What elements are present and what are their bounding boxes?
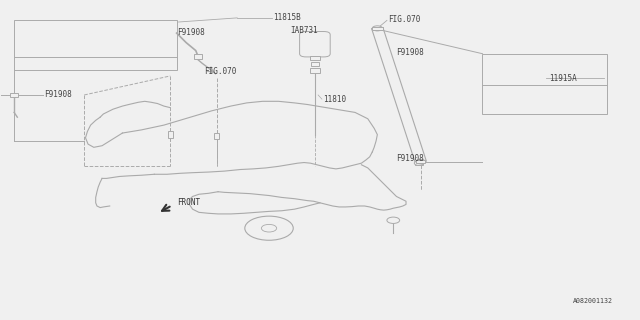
- Bar: [372, 27, 383, 30]
- Circle shape: [416, 159, 425, 164]
- Bar: [214, 133, 220, 139]
- Text: IAB731: IAB731: [290, 26, 318, 35]
- Text: F91908: F91908: [396, 48, 424, 57]
- Bar: [311, 62, 319, 66]
- Bar: [310, 56, 320, 60]
- Text: F91908: F91908: [396, 154, 424, 163]
- Text: 11915A: 11915A: [549, 74, 577, 83]
- Text: A082001132: A082001132: [573, 298, 613, 304]
- Bar: [193, 54, 202, 60]
- Bar: [10, 93, 18, 97]
- Bar: [415, 161, 423, 165]
- Circle shape: [414, 161, 423, 165]
- Circle shape: [245, 216, 293, 240]
- Circle shape: [387, 217, 399, 223]
- Bar: [416, 160, 425, 163]
- Text: FIG.070: FIG.070: [388, 15, 420, 24]
- Text: FIG.070: FIG.070: [204, 67, 236, 76]
- Bar: [14, 20, 177, 69]
- Bar: [168, 131, 173, 138]
- Text: 11810: 11810: [323, 95, 346, 104]
- Bar: [483, 54, 607, 114]
- Bar: [310, 68, 320, 73]
- Text: FRONT: FRONT: [177, 198, 200, 207]
- Text: F91908: F91908: [177, 28, 204, 37]
- Text: 11815B: 11815B: [273, 13, 301, 22]
- Circle shape: [372, 26, 383, 31]
- FancyBboxPatch shape: [300, 32, 330, 57]
- Circle shape: [261, 224, 276, 232]
- Text: F91908: F91908: [44, 91, 72, 100]
